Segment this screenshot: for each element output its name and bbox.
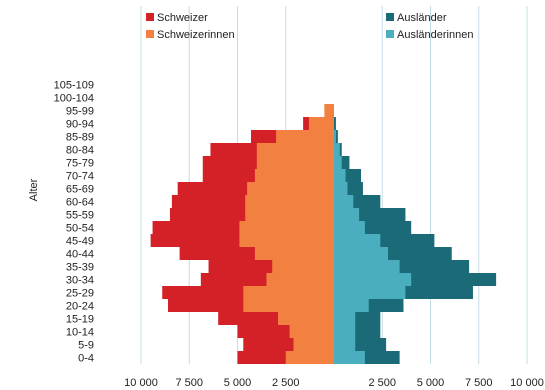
x-tick-label: 10 000: [124, 377, 158, 389]
bar-ausländerinnen-40-44: [334, 247, 388, 260]
bar-ausländerinnen-70-74: [334, 169, 346, 182]
y-tick-label: 15-19: [66, 314, 94, 326]
y-axis-label: Alter: [28, 178, 40, 201]
y-tick-labels: 0-45-910-1415-1920-2425-2930-3435-3940-4…: [54, 80, 94, 365]
y-tick-label: 0-4: [78, 353, 94, 365]
bars: [151, 104, 496, 364]
bar-ausländerinnen-45-49: [334, 234, 380, 247]
y-tick-label: 105-109: [54, 80, 94, 92]
bar-schweizerinnen-75-79: [257, 156, 334, 169]
bar-ausländerinnen-65-69: [334, 182, 348, 195]
bar-schweizerinnen-40-44: [255, 247, 334, 260]
x-tick-label: 7 500: [465, 377, 493, 389]
x-tick-label: 7 500: [175, 377, 203, 389]
y-tick-label: 35-39: [66, 262, 94, 274]
y-tick-label: 100-104: [54, 93, 94, 105]
bar-schweizerinnen-25-29: [243, 286, 334, 299]
bar-schweizerinnen-5-9: [293, 338, 334, 351]
x-tick-label: 2 500: [272, 377, 300, 389]
y-tick-label: 50-54: [66, 223, 94, 235]
bar-schweizerinnen-15-19: [278, 312, 334, 325]
y-tick-label: 95-99: [66, 106, 94, 118]
bar-ausländer-90-94: [334, 117, 336, 130]
bar-schweizerinnen-90-94: [309, 117, 334, 130]
bar-ausländerinnen-15-19: [334, 312, 355, 325]
legend-swatch: [386, 30, 394, 38]
y-tick-label: 20-24: [66, 301, 94, 313]
y-tick-label: 65-69: [66, 184, 94, 196]
bar-schweizerinnen-65-69: [247, 182, 334, 195]
bar-ausländerinnen-85-89: [334, 130, 336, 143]
bar-schweizerinnen-10-14: [290, 325, 334, 338]
bar-ausländerinnen-55-59: [334, 208, 359, 221]
bar-schweizerinnen-95-99: [324, 104, 334, 117]
bar-ausländerinnen-30-34: [334, 273, 411, 286]
bar-schweizerinnen-45-49: [239, 234, 334, 247]
bar-ausländerinnen-10-14: [334, 325, 355, 338]
bar-ausländerinnen-50-54: [334, 221, 365, 234]
y-tick-label: 70-74: [66, 171, 94, 183]
bar-ausländerinnen-25-29: [334, 286, 405, 299]
legend-label: Schweizer: [157, 12, 208, 24]
legend-swatch: [146, 13, 154, 21]
bar-schweizerinnen-50-54: [239, 221, 334, 234]
legend-label: Ausländerinnen: [397, 29, 473, 41]
bar-ausländerinnen-35-39: [334, 260, 400, 273]
bar-schweizerinnen-70-74: [255, 169, 334, 182]
y-tick-label: 40-44: [66, 249, 94, 261]
x-tick-label: 5 000: [417, 377, 445, 389]
bar-schweizerinnen-30-34: [266, 273, 334, 286]
y-tick-label: 75-79: [66, 158, 94, 170]
x-tick-label: 10 000: [510, 377, 544, 389]
y-tick-label: 85-89: [66, 132, 94, 144]
x-tick-label: 5 000: [224, 377, 252, 389]
bar-schweizerinnen-80-84: [257, 143, 334, 156]
x-tick-label: 2 500: [368, 377, 396, 389]
bar-ausländerinnen-20-24: [334, 299, 369, 312]
bar-ausländerinnen-0-4: [334, 351, 365, 364]
bar-ausländerinnen-80-84: [334, 143, 340, 156]
bar-ausländerinnen-5-9: [334, 338, 355, 351]
bar-ausländerinnen-75-79: [334, 156, 342, 169]
bar-schweizerinnen-35-39: [272, 260, 334, 273]
y-tick-label: 45-49: [66, 236, 94, 248]
bar-schweizerinnen-85-89: [276, 130, 334, 143]
bar-schweizerinnen-55-59: [245, 208, 334, 221]
bar-schweizerinnen-60-64: [245, 195, 334, 208]
y-tick-label: 5-9: [78, 340, 94, 352]
legend-swatch: [146, 30, 154, 38]
bar-schweizerinnen-0-4: [286, 351, 334, 364]
legend-label: Ausländer: [397, 12, 447, 24]
legend-label: Schweizerinnen: [157, 29, 235, 41]
y-tick-label: 25-29: [66, 288, 94, 300]
bar-schweizerinnen-20-24: [243, 299, 334, 312]
y-tick-label: 30-34: [66, 275, 94, 287]
y-tick-label: 10-14: [66, 327, 94, 339]
y-tick-label: 55-59: [66, 210, 94, 222]
y-tick-label: 90-94: [66, 119, 94, 131]
x-tick-labels: 10 000 7 500 5 000 2 500 2 500 5 000 7 500 10 0…: [124, 377, 544, 389]
y-tick-label: 80-84: [66, 145, 94, 157]
legend: Schweizer Schweizerinnen Ausländer Auslände…: [146, 12, 473, 41]
legend-swatch: [386, 13, 394, 21]
bar-ausländerinnen-60-64: [334, 195, 353, 208]
y-tick-label: 60-64: [66, 197, 94, 209]
